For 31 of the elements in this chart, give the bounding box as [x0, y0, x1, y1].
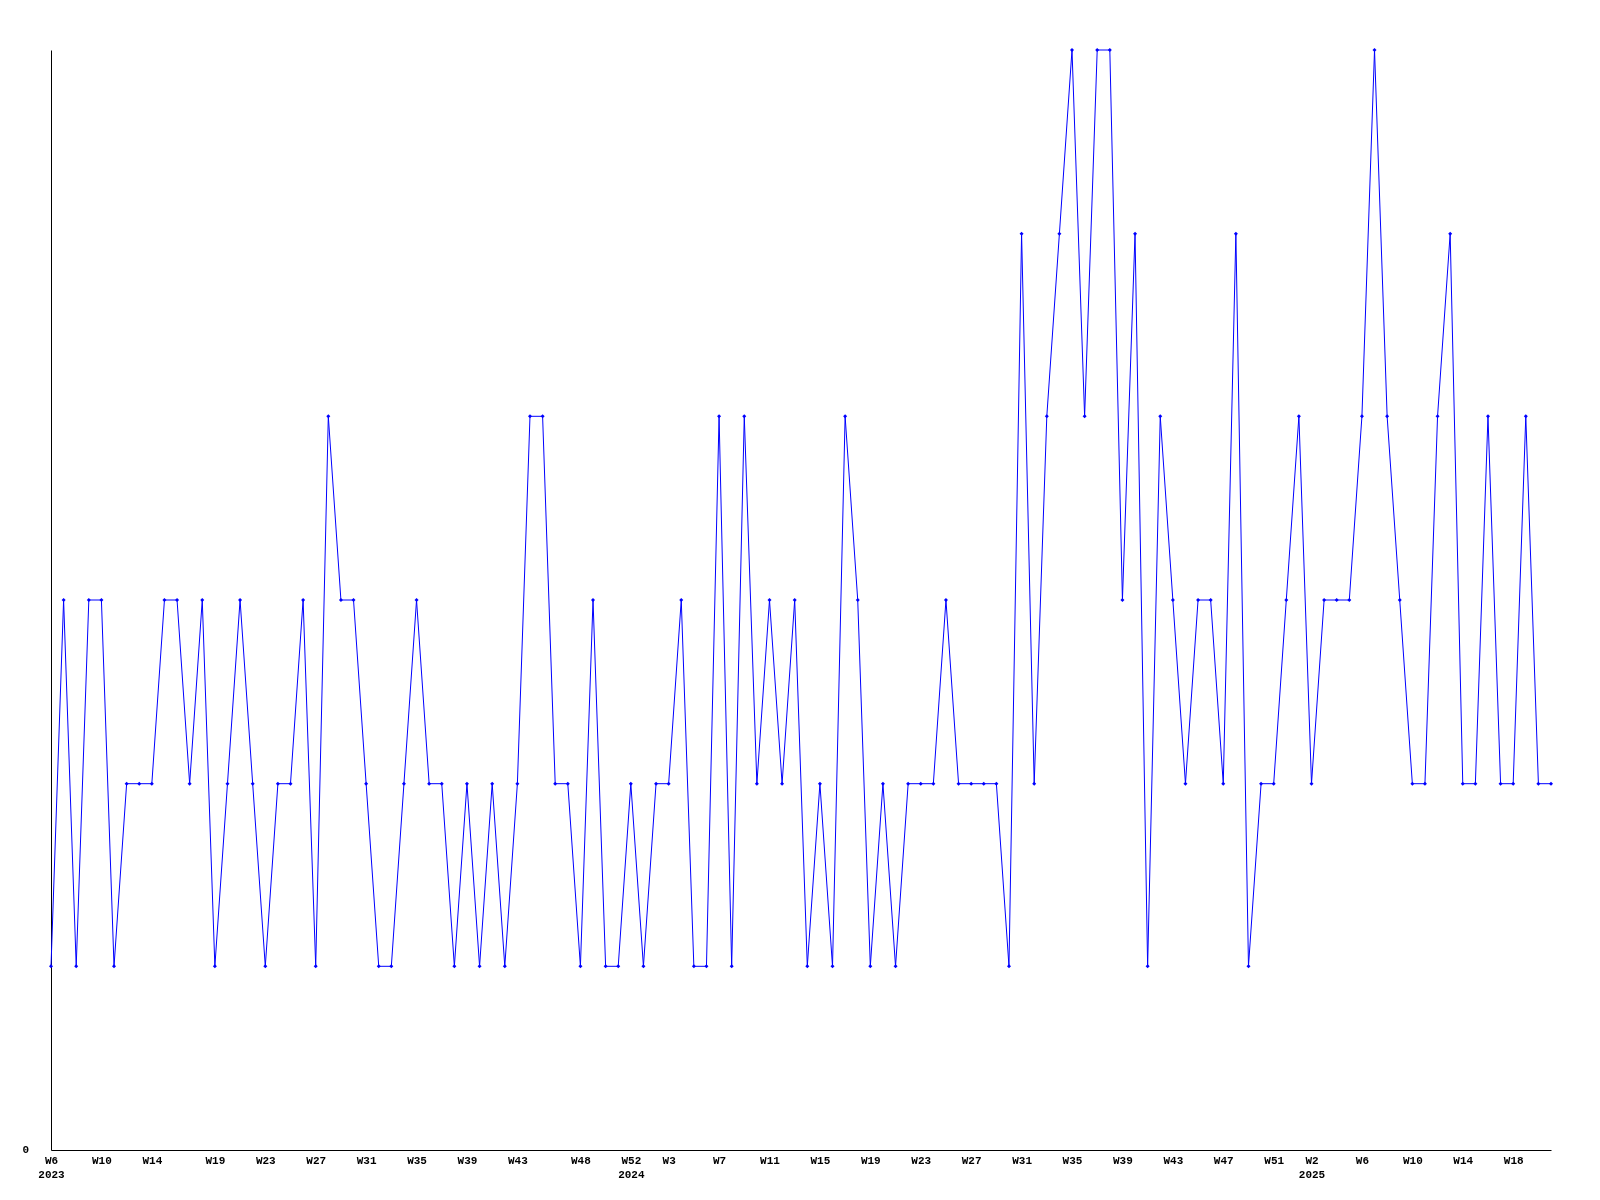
x-tick-label: W47 [1213, 1154, 1234, 1167]
x-tick-label: W52 2024 [618, 1154, 645, 1181]
x-tick-label: W15 [810, 1154, 831, 1167]
x-tick-label: W18 [1503, 1154, 1524, 1167]
x-tick-label: W35 [407, 1154, 428, 1167]
x-tick-label: W43 [507, 1154, 529, 1167]
x-tick-label: W6 [1355, 1154, 1370, 1167]
x-tick-label: W27 [961, 1154, 982, 1167]
x-tick-label: W10 [92, 1154, 112, 1167]
x-tick-label: W43 [1163, 1154, 1184, 1167]
x-tick-label: W3 [662, 1154, 677, 1167]
x-tick-label: W39 [1113, 1154, 1133, 1167]
x-tick-label: W31 [1012, 1154, 1033, 1167]
x-tick-label: W14 [142, 1154, 163, 1167]
x-tick-label: W2 2025 [1298, 1154, 1326, 1181]
x-tick-label: W6 2023 [38, 1154, 66, 1181]
x-tick-label: W23 [255, 1154, 277, 1167]
x-tick-label: W48 [571, 1154, 592, 1167]
x-tick-label: W27 [306, 1154, 327, 1167]
x-tick-label: W14 [1453, 1154, 1474, 1167]
x-tick-label: W31 [356, 1154, 377, 1167]
x-tick-label: W39 [457, 1154, 478, 1167]
text: 0 [22, 1144, 29, 1156]
x-tick-label: W11 [760, 1154, 781, 1167]
x-tick-label: W7 [712, 1154, 727, 1167]
x-tick-label: W23 [911, 1154, 932, 1167]
x-tick-label: W19 [860, 1154, 881, 1167]
x-tick-label: W19 [205, 1154, 226, 1167]
x-tick-label: W51 [1264, 1154, 1285, 1167]
x-tick-label: W10 [1402, 1154, 1423, 1167]
x-tick-label: W35 [1062, 1154, 1083, 1167]
